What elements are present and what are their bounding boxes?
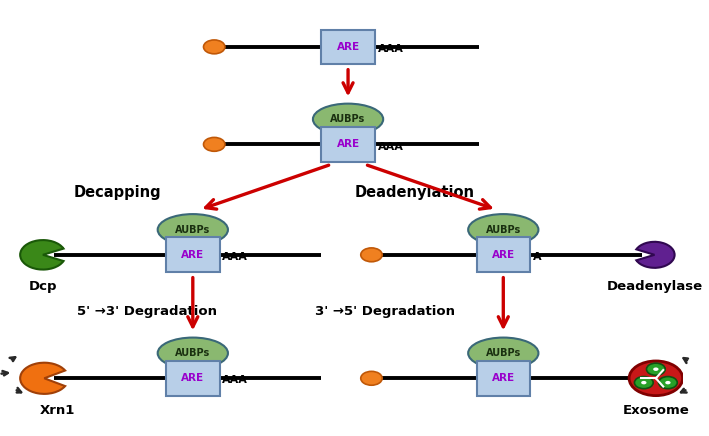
Circle shape xyxy=(203,40,225,54)
Text: Dcp: Dcp xyxy=(28,280,57,293)
FancyBboxPatch shape xyxy=(476,361,530,395)
Text: AAA: AAA xyxy=(377,44,403,54)
Text: AUBPs: AUBPs xyxy=(175,225,211,235)
Circle shape xyxy=(653,368,659,371)
Text: 5' →3' Degradation: 5' →3' Degradation xyxy=(77,305,217,318)
Text: ARE: ARE xyxy=(337,140,359,150)
Ellipse shape xyxy=(157,337,228,369)
Text: AUBPs: AUBPs xyxy=(486,225,521,235)
Circle shape xyxy=(665,381,671,385)
Circle shape xyxy=(635,377,653,388)
Text: AUBPs: AUBPs xyxy=(175,348,211,358)
FancyBboxPatch shape xyxy=(166,238,220,272)
Text: ARE: ARE xyxy=(182,373,204,383)
Text: ARE: ARE xyxy=(182,250,204,260)
Ellipse shape xyxy=(468,214,538,245)
FancyBboxPatch shape xyxy=(321,30,375,64)
Text: Deadenylase: Deadenylase xyxy=(606,280,703,293)
Ellipse shape xyxy=(313,104,383,135)
Wedge shape xyxy=(637,242,674,268)
Text: AAA: AAA xyxy=(222,252,248,262)
Text: AUBPs: AUBPs xyxy=(330,114,366,124)
Text: ARE: ARE xyxy=(492,250,515,260)
Text: Exosome: Exosome xyxy=(623,404,689,417)
Wedge shape xyxy=(20,363,65,394)
Circle shape xyxy=(641,381,647,385)
Circle shape xyxy=(629,361,683,395)
FancyBboxPatch shape xyxy=(166,361,220,395)
Text: AAA: AAA xyxy=(377,142,403,152)
Ellipse shape xyxy=(468,337,538,369)
FancyBboxPatch shape xyxy=(321,127,375,162)
Text: Decapping: Decapping xyxy=(74,184,161,200)
Circle shape xyxy=(659,377,677,388)
Ellipse shape xyxy=(157,214,228,245)
Text: ARE: ARE xyxy=(337,42,359,52)
Circle shape xyxy=(361,371,382,385)
Text: AAA: AAA xyxy=(222,375,248,385)
Text: 3' →5' Degradation: 3' →5' Degradation xyxy=(315,305,454,318)
Text: Deadenylation: Deadenylation xyxy=(355,184,475,200)
Circle shape xyxy=(203,137,225,151)
FancyBboxPatch shape xyxy=(476,238,530,272)
Text: ARE: ARE xyxy=(492,373,515,383)
Text: AUBPs: AUBPs xyxy=(486,348,521,358)
Text: Xrn1: Xrn1 xyxy=(40,404,75,417)
Circle shape xyxy=(647,363,665,375)
Wedge shape xyxy=(20,240,64,269)
Text: A: A xyxy=(532,252,542,262)
Circle shape xyxy=(361,248,382,262)
